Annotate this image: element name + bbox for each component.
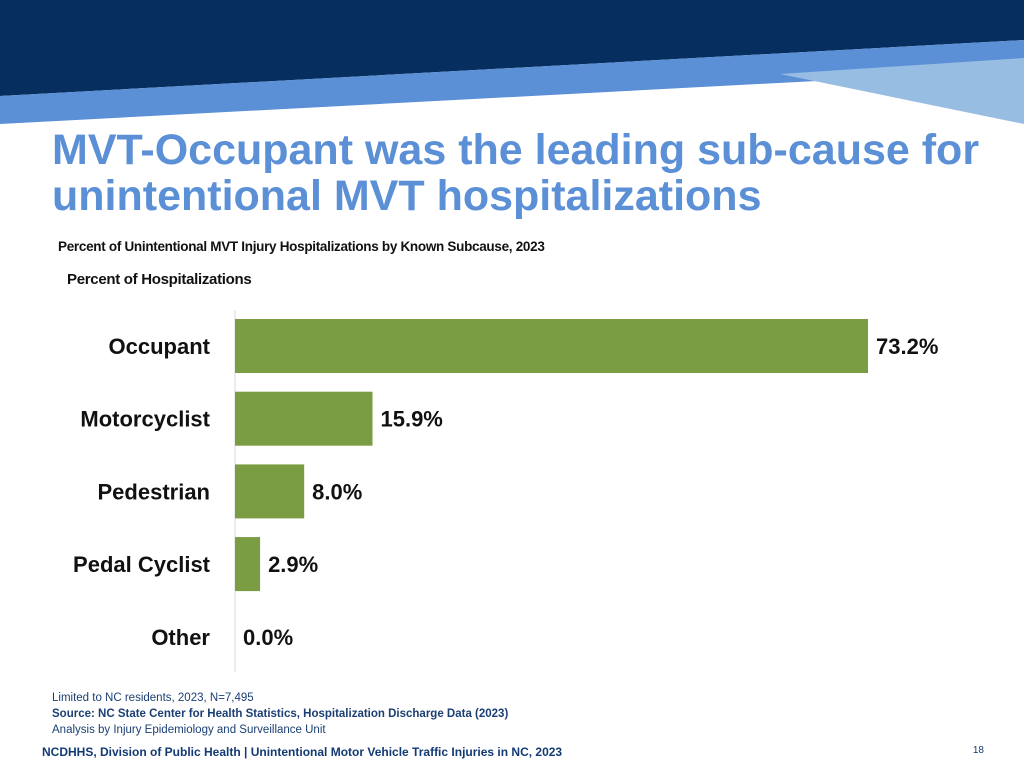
header-blue-stripe <box>0 40 1024 124</box>
page-number: 18 <box>972 745 984 756</box>
axis-title: Percent of Hospitalizations <box>67 271 252 288</box>
data-label: 73.2% <box>876 334 938 359</box>
chart-title: Percent of Unintentional MVT Injury Hosp… <box>58 239 545 254</box>
note-source: Source: NC State Center for Health Stati… <box>52 708 509 720</box>
note-residents: Limited to NC residents, 2023, N=7,495 <box>52 692 254 704</box>
header-band <box>0 0 1024 124</box>
footer-text: NCDHHS, Division of Public Health | Unin… <box>42 745 563 759</box>
header-light-stripe <box>780 58 1024 124</box>
category-label: Other <box>151 625 210 650</box>
data-label: 0.0% <box>243 625 293 650</box>
bar <box>235 537 261 592</box>
note-analysis: Analysis by Injury Epidemiology and Surv… <box>52 724 326 736</box>
data-label: 8.0% <box>312 479 362 504</box>
slide-title: MVT-Occupant was the leading sub-cause f… <box>52 126 980 220</box>
bar <box>235 464 305 519</box>
data-label: 15.9% <box>380 407 442 432</box>
category-label: Motorcyclist <box>80 407 210 432</box>
bar-chart: Occupant 73.2% Motorcyclist 15.9% Pedestrian… <box>73 310 938 672</box>
category-label: Pedal Cyclist <box>73 552 211 577</box>
data-label: 2.9% <box>268 552 318 577</box>
bar <box>235 319 868 373</box>
header-dark-band <box>0 0 1024 96</box>
category-label: Occupant <box>109 334 211 359</box>
category-label: Pedestrian <box>98 479 211 504</box>
bar <box>235 391 373 446</box>
